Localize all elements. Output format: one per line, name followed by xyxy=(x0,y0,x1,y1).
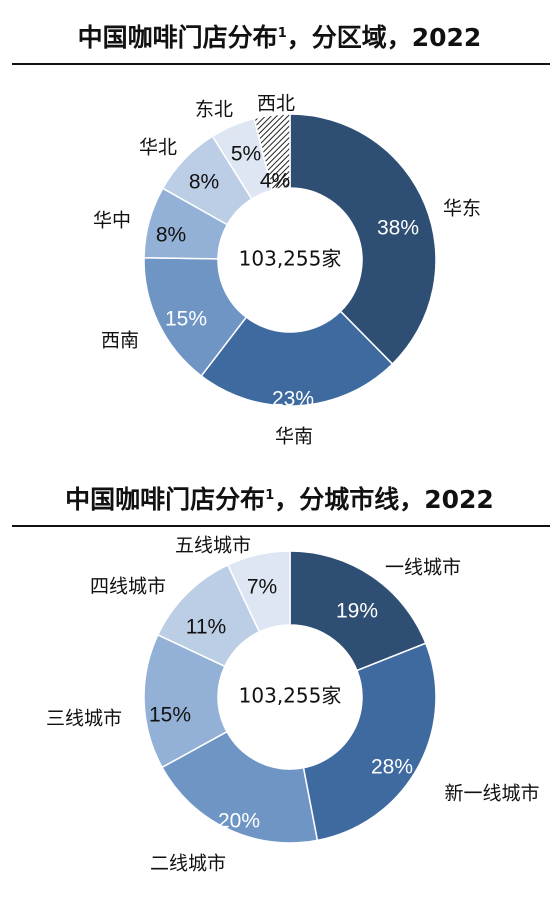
category-label-5: 四线城市 xyxy=(90,576,166,598)
value-label-7: 4% xyxy=(260,170,290,193)
donut-slice-1 xyxy=(289,113,437,366)
category-label-6: 东北 xyxy=(195,99,233,121)
value-label-3: 20% xyxy=(218,810,260,833)
value-label-1: 19% xyxy=(336,600,378,623)
category-label-3: 西南 xyxy=(101,330,139,352)
category-label-7: 西北 xyxy=(257,93,295,115)
category-label-4: 华中 xyxy=(93,210,131,232)
donut-slice-2 xyxy=(200,310,394,407)
chart-title-region: 中国咖啡门店分布1，分区域，2022 xyxy=(77,23,482,52)
value-label-2: 23% xyxy=(272,388,314,411)
value-label-4: 15% xyxy=(149,704,191,727)
title-underline xyxy=(12,63,550,65)
category-label-4: 三线城市 xyxy=(46,708,122,730)
value-label-2: 28% xyxy=(371,756,413,779)
category-label-2: 新一线城市 xyxy=(444,783,539,805)
value-label-6: 5% xyxy=(231,143,261,166)
chart-title-city-tier: 中国咖啡门店分布1，分城市线，2022 xyxy=(65,485,494,514)
value-label-4: 8% xyxy=(156,224,186,247)
center-total-label: 103,255家 xyxy=(239,247,342,271)
category-label-5: 华北 xyxy=(139,137,177,159)
donut-slice-3 xyxy=(161,730,319,844)
category-label-1: 华东 xyxy=(443,198,481,220)
category-label-1: 一线城市 xyxy=(385,557,461,579)
value-label-1: 38% xyxy=(377,217,419,240)
donut-slice-6 xyxy=(226,550,291,633)
category-label-6: 五线城市 xyxy=(175,535,251,557)
donut-slice-7 xyxy=(253,113,291,192)
category-label-3: 二线城市 xyxy=(150,853,226,875)
donut-slice-2 xyxy=(302,642,437,842)
value-label-5: 11% xyxy=(186,616,226,639)
value-label-6: 7% xyxy=(247,576,277,599)
value-label-5: 8% xyxy=(189,171,219,194)
donut-slice-1 xyxy=(289,550,427,672)
value-label-3: 15% xyxy=(165,308,207,331)
category-label-2: 华南 xyxy=(275,426,313,448)
title-underline xyxy=(12,525,550,527)
center-total-label: 103,255家 xyxy=(239,684,342,708)
